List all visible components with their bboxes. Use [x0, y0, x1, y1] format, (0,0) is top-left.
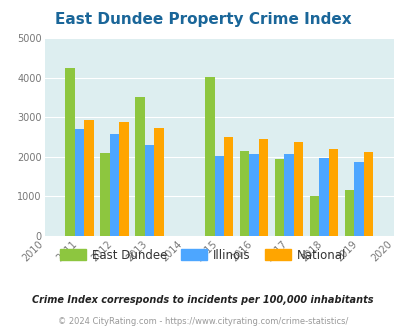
Text: East Dundee Property Crime Index: East Dundee Property Crime Index [55, 12, 350, 26]
Bar [284, 154, 293, 236]
Bar [353, 162, 363, 236]
Bar [249, 153, 258, 236]
Bar [65, 68, 75, 236]
Bar [309, 196, 318, 236]
Bar [154, 128, 163, 236]
Bar [109, 134, 119, 236]
Bar [75, 129, 84, 236]
Bar [258, 139, 268, 236]
Bar [363, 151, 372, 236]
Bar [344, 190, 353, 236]
Bar [100, 153, 109, 236]
Bar [135, 97, 144, 236]
Bar [84, 120, 94, 236]
Bar [205, 77, 214, 236]
Bar [119, 122, 128, 236]
Bar [274, 159, 283, 236]
Bar [144, 145, 154, 236]
Bar [328, 149, 337, 236]
Bar [293, 143, 303, 236]
Text: Crime Index corresponds to incidents per 100,000 inhabitants: Crime Index corresponds to incidents per… [32, 295, 373, 305]
Text: © 2024 CityRating.com - https://www.cityrating.com/crime-statistics/: © 2024 CityRating.com - https://www.city… [58, 317, 347, 326]
Bar [318, 158, 328, 236]
Bar [239, 151, 249, 236]
Legend: East Dundee, Illinois, National: East Dundee, Illinois, National [55, 244, 350, 266]
Bar [224, 137, 233, 236]
Bar [214, 156, 224, 236]
